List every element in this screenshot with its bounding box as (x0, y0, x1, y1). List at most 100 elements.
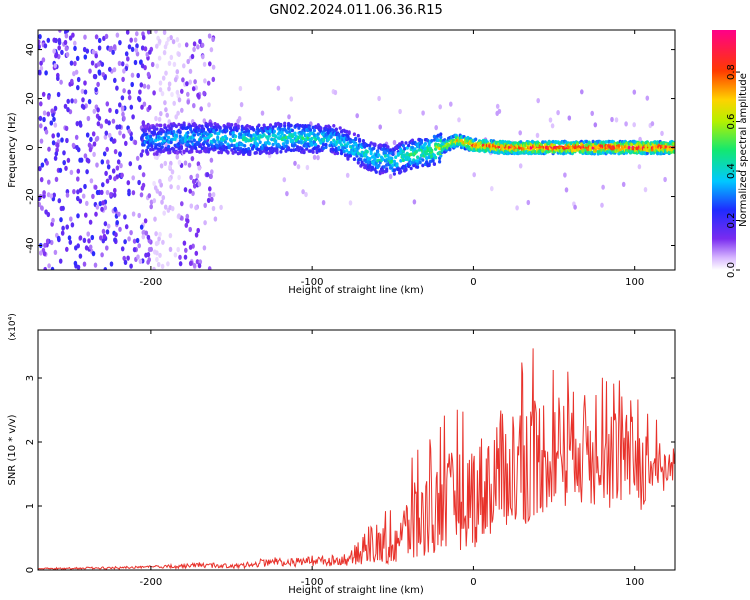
spectrogram-noise-cell (590, 110, 594, 116)
spectrogram-noise-cell (85, 157, 90, 163)
spectrogram-ridge-cell (321, 146, 325, 151)
spectrogram-noise-cell (81, 97, 85, 103)
spectrogram-noise-cell (97, 45, 102, 51)
spectrogram-ridge-cell (150, 144, 154, 149)
spectrogram-noise-cell (115, 32, 120, 38)
spectrogram-noise-cell (192, 103, 196, 109)
spectrogram-ridge-cell (392, 172, 396, 176)
spectrogram-noise-cell (95, 162, 99, 168)
spectrogram-y-ticks: -40 -20 0 20 40 (25, 43, 675, 254)
spectrogram-noise-cell (52, 192, 56, 198)
spectrogram-ridge-cell (368, 146, 372, 151)
spectrogram-noise-cell (138, 164, 142, 170)
spectrogram-ridge-cell (163, 123, 167, 127)
spectrogram-ridge-cell (336, 151, 340, 156)
spectrogram-noise-cell (147, 193, 152, 199)
spectrogram-noise-cell (610, 116, 614, 123)
spectrogram-noise-cell (129, 104, 134, 110)
spectrogram-noise-cell (176, 110, 180, 116)
spectrogram-ridge-cell (170, 137, 175, 142)
spectrogram-ridge-cell (394, 155, 398, 159)
spectrogram-noise-cell (645, 95, 650, 101)
spectrogram-noise-cell (86, 231, 90, 237)
spectrogram-ridge-cell (274, 122, 278, 126)
spectrogram-noise-cell (108, 174, 112, 180)
spectrogram-noise-cell (137, 243, 141, 249)
spectrogram-ridge-cell (426, 148, 430, 153)
spectrogram-ridge-cell (205, 132, 209, 137)
spectrogram-ridge-cell (338, 126, 342, 130)
spectrogram-ridge-cell (372, 160, 376, 165)
spectrogram-noise-cell (73, 60, 77, 67)
spectrogram-ridge-cell (423, 141, 427, 146)
spectrogram-noise-cell (136, 72, 140, 79)
spectrogram-noise-cell (141, 182, 146, 188)
spectrogram-ridge-cell (245, 124, 249, 128)
spectrogram-noise-cell (184, 247, 188, 253)
spectrogram-noise-cell (67, 235, 72, 241)
spectrogram-noise-cell (41, 57, 46, 63)
spectrogram-noise-cell (167, 176, 172, 182)
spectrogram-noise-cell (112, 44, 117, 50)
spectrogram-noise-cell (180, 107, 184, 113)
spectrogram-noise-cell (580, 89, 584, 95)
spectrogram-ridge-cell (373, 142, 377, 147)
spectrogram-ridge-cell (401, 143, 405, 148)
spectrogram-noise-cell (94, 211, 98, 217)
spectrogram-noise-cell (449, 101, 453, 107)
spectrogram-noise-cell (42, 110, 47, 116)
spectrogram-noise-cell (282, 177, 287, 183)
spectrogram-noise-cell (172, 61, 177, 67)
spectrogram-ridge-cell (418, 157, 422, 161)
spectrogram-noise-cell (43, 242, 47, 248)
spectrogram-noise-cell (643, 187, 648, 193)
spectrogram-noise-cell (162, 50, 167, 56)
spectrogram-noise-cell (148, 49, 152, 55)
spectrogram-ridge-cell (354, 136, 358, 141)
spectrogram-ridge-cell (412, 163, 416, 168)
spectrogram-marks (38, 30, 675, 270)
spectrogram-ridge-cell (324, 145, 328, 149)
spectrogram-noise-cell (301, 189, 305, 195)
spectrogram-noise-cell (141, 120, 146, 126)
snr-x-tick-label: -200 (140, 577, 163, 588)
spectrogram-noise-cell (127, 95, 132, 101)
snr-y-tick-label: 2 (25, 439, 36, 445)
spectrogram-noise-cell (333, 89, 338, 96)
spectrogram-noise-cell (64, 33, 69, 39)
spectrogram-ridge-cell (152, 152, 156, 156)
spectrogram-noise-cell (378, 124, 383, 130)
spectrogram-noise-cell (47, 94, 51, 100)
spectrogram-noise-cell (194, 232, 199, 238)
spectrogram-noise-cell (58, 167, 63, 173)
spectrogram-ridge-cell (404, 168, 408, 172)
spectrogram-noise-cell (76, 176, 80, 182)
spectrogram-noise-cell (89, 136, 93, 142)
spectrogram-noise-cell (183, 254, 188, 260)
spectrogram-noise-cell (61, 205, 65, 211)
spectrogram-ridge-cell (419, 140, 424, 145)
spectrogram-noise-cell (81, 193, 86, 199)
spectrogram-noise-cell (536, 98, 540, 104)
spectrogram-ridge-cell (225, 128, 229, 133)
spectrogram-noise-cell (38, 166, 42, 172)
spectrogram-noise-cell (100, 206, 104, 212)
spectrogram-noise-cell (97, 115, 102, 121)
spectrogram-noise-cell (129, 263, 133, 269)
spectrogram-noise-cell (208, 192, 212, 198)
spectrogram-noise-cell (158, 87, 163, 93)
spectrogram-ridge-cell (361, 139, 365, 143)
spectrogram-y-tick-label: 40 (25, 43, 36, 56)
spectrogram-ridge-cell (267, 141, 271, 146)
spectrogram-noise-cell (285, 191, 289, 197)
spectrogram-noise-cell (236, 118, 240, 124)
spectrogram-noise-cell (76, 213, 80, 219)
spectrogram-noise-cell (39, 60, 43, 66)
spectrogram-ridge-cell (177, 122, 181, 127)
spectrogram-noise-cell (438, 104, 443, 110)
spectrogram-ridge-cell (439, 132, 443, 136)
spectrogram-ridge-cell (159, 149, 163, 154)
spectrogram-ridge-cell (551, 139, 555, 144)
spectrogram-noise-cell (40, 162, 45, 168)
